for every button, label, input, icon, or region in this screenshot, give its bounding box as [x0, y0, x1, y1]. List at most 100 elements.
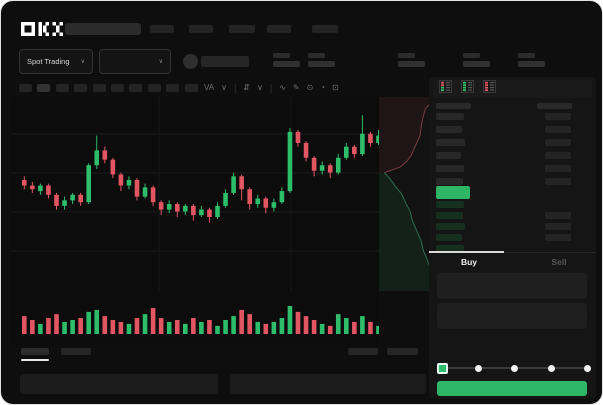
market-type-dropdown[interactable]: Spot Trading ∨ [19, 49, 93, 74]
tab-sell[interactable]: Sell [551, 257, 567, 267]
orderbook-bids-icon[interactable] [461, 80, 474, 98]
ticker-stat [398, 53, 428, 68]
orders-tab-3[interactable] [348, 348, 378, 355]
active-tab-indicator [429, 251, 504, 253]
ask-amount-bar [545, 165, 571, 172]
slider-stop[interactable] [511, 365, 518, 372]
ticker-value-placeholder [398, 61, 425, 67]
tab-buy[interactable]: Buy [460, 257, 478, 267]
depth-chart[interactable] [379, 97, 434, 291]
buy-button[interactable] [437, 381, 587, 396]
ticker-label-placeholder [518, 53, 535, 58]
nav-item-placeholder[interactable] [267, 25, 291, 33]
okx-logo[interactable] [21, 22, 65, 36]
market-type-label: Spot Trading [27, 57, 70, 66]
bid-amount-bar [545, 212, 571, 219]
ask-price-bar[interactable] [436, 165, 464, 172]
ask-price-bar[interactable] [436, 139, 465, 146]
last-price-bar[interactable] [436, 186, 470, 199]
toolbar-divider: | [233, 83, 237, 93]
candlestick-chart[interactable] [11, 97, 381, 345]
chevron-down-icon[interactable]: ∨ [221, 83, 227, 92]
orderbook-trade-panel: Buy Sell [429, 77, 596, 399]
interval-button[interactable] [92, 84, 106, 92]
nav-item-placeholder[interactable] [312, 25, 338, 33]
bid-amount-bar [545, 223, 571, 230]
chevron-down-icon: ∨ [158, 58, 163, 65]
active-bottom-tab-underline [21, 359, 49, 361]
ticker-label-placeholder [463, 53, 480, 58]
draw-icon[interactable]: ✎ [292, 83, 300, 92]
interval-button[interactable] [19, 84, 32, 92]
depth-chart-canvas [379, 97, 434, 291]
tabs-divider [429, 252, 596, 253]
slider-stop[interactable] [474, 365, 482, 372]
camera-icon[interactable]: ⊙ [306, 83, 314, 92]
pair-name-placeholder [201, 56, 249, 67]
chevron-down-icon[interactable]: ∨ [256, 83, 263, 92]
ask-price-bar[interactable] [436, 178, 463, 185]
interval-button[interactable] [55, 84, 69, 92]
bid-price-bar[interactable] [436, 245, 464, 252]
nav-item-placeholder[interactable] [150, 25, 174, 33]
bid-price-bar[interactable] [436, 212, 463, 219]
ask-amount-bar [545, 178, 571, 185]
ask-price-bar[interactable] [436, 126, 462, 133]
orders-tab-4[interactable] [387, 348, 418, 355]
nav-item-placeholder[interactable] [189, 25, 213, 33]
slider-stop[interactable] [547, 365, 555, 372]
compare-icon[interactable]: ⇵ [243, 83, 250, 92]
bid-price-bar[interactable] [436, 201, 464, 208]
price-input[interactable] [437, 273, 587, 299]
interval-button[interactable] [147, 84, 161, 92]
open-orders-panel [20, 374, 218, 394]
interval-button[interactable] [37, 84, 51, 92]
interval-button[interactable] [129, 84, 143, 92]
bid-price-bar[interactable] [436, 223, 465, 230]
interval-button[interactable] [166, 84, 180, 92]
candlestick-chart-canvas [11, 97, 381, 334]
interval-button[interactable] [74, 84, 88, 92]
ticker-label-placeholder [308, 53, 325, 58]
orderbook-view-toggle [433, 80, 592, 98]
order-history-panel [230, 374, 426, 394]
ask-amount-bar [545, 113, 571, 120]
ask-amount-bar [545, 152, 571, 159]
orderbook-header-price [436, 103, 471, 109]
line-type-icon[interactable]: ∿ [279, 83, 286, 92]
ticker-stat [308, 53, 338, 68]
interval-button[interactable] [184, 84, 198, 92]
ticker-value-placeholder [308, 61, 335, 67]
ticker-label-placeholder [398, 53, 415, 58]
pair-dropdown[interactable]: ∨ [99, 49, 171, 74]
okx-logo-icon [21, 22, 64, 36]
orderbook-asks-icon[interactable] [483, 80, 496, 98]
ticker-label-placeholder [273, 53, 290, 58]
amount-input[interactable] [437, 303, 587, 329]
ticker-stat [463, 53, 493, 68]
slider-stop[interactable] [584, 365, 591, 372]
bid-price-bar[interactable] [436, 234, 462, 241]
bid-amount-bar [545, 234, 571, 241]
indicator-label[interactable]: VA [204, 83, 215, 92]
history-icon[interactable]: ◔ [320, 83, 326, 92]
ask-price-bar[interactable] [436, 152, 461, 159]
ticker-value-placeholder [518, 61, 545, 67]
nav-item-placeholder[interactable] [229, 25, 255, 33]
ticker-value-placeholder [273, 61, 300, 67]
slider-handle[interactable] [437, 363, 448, 374]
chart-tools: VA ∨ | ⇵ ∨ | ∿ ✎ ⊙ ◔ ⊡ [204, 82, 339, 94]
ask-amount-bar [545, 126, 571, 133]
orders-tab-active[interactable] [21, 348, 49, 355]
search-input[interactable] [65, 23, 141, 35]
ask-price-bar[interactable] [436, 113, 464, 120]
orderbook-combined-icon[interactable] [439, 80, 452, 98]
fullscreen-icon[interactable]: ⊡ [332, 83, 339, 92]
ticker-value-placeholder [463, 61, 490, 67]
orders-tab-2[interactable] [61, 348, 91, 355]
ticker-stat [518, 53, 548, 68]
interval-button[interactable] [111, 84, 124, 92]
pair-avatar [183, 54, 198, 69]
ask-amount-bar [545, 139, 571, 146]
